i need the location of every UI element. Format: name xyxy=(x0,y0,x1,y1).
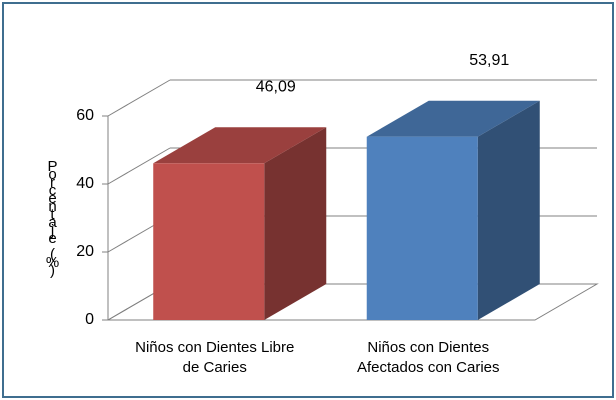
value-label: 46,09 xyxy=(256,79,296,96)
x-tick-label: Niños con Dientes Afectados con Caries xyxy=(356,339,500,376)
y-tick-label: 60 xyxy=(76,107,94,124)
y-tick-label: 0 xyxy=(85,311,94,328)
bar xyxy=(153,163,265,320)
y-tick-label: 20 xyxy=(76,243,94,260)
y-axis-label: Porcentaje (%) xyxy=(44,158,61,270)
value-label: 53,91 xyxy=(469,52,509,69)
bar-top xyxy=(153,127,327,164)
grid-line xyxy=(107,147,171,185)
bar-side xyxy=(264,127,327,320)
x-tick-label: Niños con Dientes Libre de Caries xyxy=(135,339,295,376)
bar-side xyxy=(477,100,540,321)
y-tick-label: 40 xyxy=(76,175,94,192)
bar xyxy=(366,136,478,320)
grid-line xyxy=(107,79,171,117)
bar-top xyxy=(366,100,540,137)
